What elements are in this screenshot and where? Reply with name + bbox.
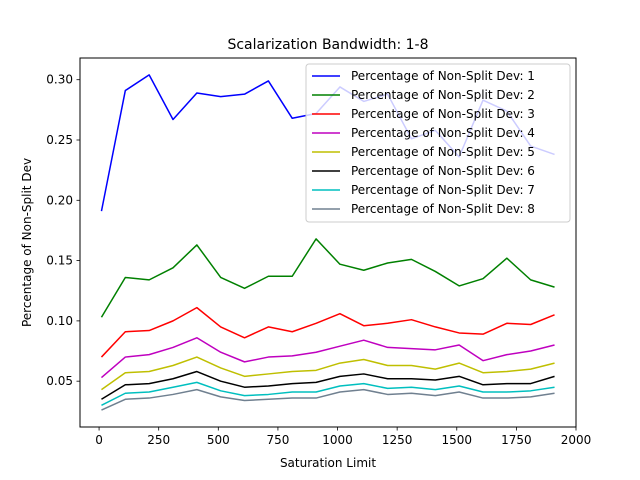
- y-tick-label: 0.15: [46, 254, 73, 268]
- y-axis-ticks: 0.05 0.10 0.15 0.20 0.25 0.30: [46, 73, 80, 388]
- series-line-2: [100, 238, 555, 318]
- y-tick-label: 0.10: [46, 314, 73, 328]
- chart-title: Scalarization Bandwidth: 1-8: [227, 37, 428, 53]
- series-line-7: [101, 381, 555, 406]
- x-tick-label: 1500: [441, 433, 472, 447]
- legend-label-1: Percentage of Non-Split Dev: 1: [351, 69, 535, 83]
- y-tick-label: 0.05: [46, 374, 73, 388]
- x-axis-ticks: 0 250 500 750 1000 1250 1500 1750 2000: [95, 427, 591, 447]
- x-tick-label: 1000: [322, 433, 353, 447]
- series-line-6: [101, 370, 555, 400]
- series-line-4: [100, 337, 555, 379]
- series-line-8: [101, 388, 555, 411]
- x-tick-label: 0: [95, 433, 103, 447]
- series-lines: [100, 74, 555, 411]
- x-axis-label: Saturation Limit: [280, 456, 376, 470]
- x-tick-label: 1750: [501, 433, 532, 447]
- y-tick-label: 0.25: [46, 133, 73, 147]
- y-tick-label: 0.30: [46, 73, 73, 87]
- legend: Percentage of Non-Split Dev: 1 Percentage…: [305, 63, 571, 223]
- x-tick-label: 250: [147, 433, 170, 447]
- legend-box: [305, 63, 571, 223]
- x-tick-label: 2000: [561, 433, 592, 447]
- legend-label-3: Percentage of Non-Split Dev: 3: [351, 107, 535, 121]
- series-line-5: [101, 356, 555, 391]
- x-tick-label: 750: [266, 433, 289, 447]
- y-tick-label: 0.20: [46, 193, 73, 207]
- series-line-3: [100, 306, 555, 358]
- legend-label-5: Percentage of Non-Split Dev: 5: [351, 145, 535, 159]
- y-axis-label: Percentage of Non-Split Dev: [20, 158, 34, 327]
- legend-label-6: Percentage of Non-Split Dev: 6: [351, 164, 535, 178]
- legend-label-2: Percentage of Non-Split Dev: 2: [351, 88, 535, 102]
- legend-label-8: Percentage of Non-Split Dev: 8: [351, 202, 535, 216]
- x-tick-label: 1250: [382, 433, 413, 447]
- x-tick-label: 500: [207, 433, 230, 447]
- legend-label-7: Percentage of Non-Split Dev: 7: [351, 183, 535, 197]
- plot-frame: [79, 57, 577, 428]
- legend-label-4: Percentage of Non-Split Dev: 4: [351, 126, 535, 140]
